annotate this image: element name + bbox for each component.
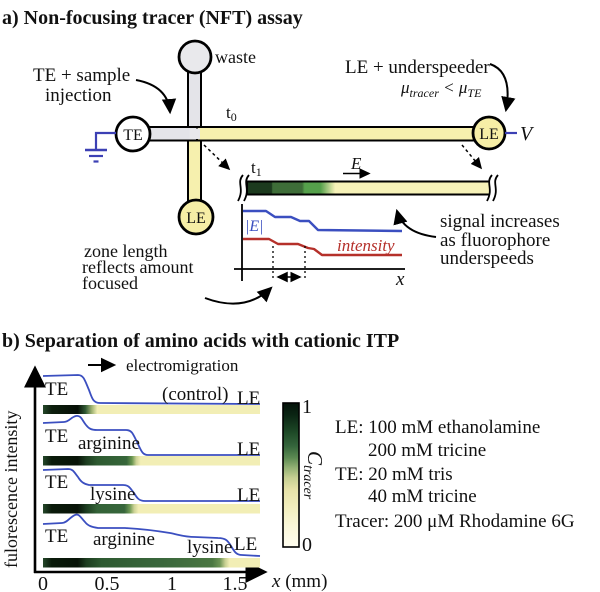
le-bottom-reservoir [177,198,215,236]
e-magnitude-label: |E| [245,218,264,235]
t1-channel-break-right [486,172,499,203]
row2-le-label: LE [237,439,260,460]
buffer-line-te: TE: 20 mM tris [335,464,453,485]
te-injection-note-line1: TE + sample [33,65,130,86]
x-tick-0: 0 [38,573,48,592]
panel-a-title: a) Non-focusing tracer (NFT) assay [2,7,303,29]
colorbar [282,402,300,548]
te-injection-note-line2: injection [45,85,112,106]
t1-label: t1 [251,158,262,179]
channel-south-yellow [187,131,202,202]
buffer-line-te2: 40 mM tricine [368,486,477,507]
buffer-line-tracer: Tracer: 200 μM Rhodamine 6G [335,511,575,532]
zone-note-arrow [204,286,273,305]
le-underspeeder-arrow [489,63,516,113]
inset-e-field-trace [243,209,403,233]
row2-analyte-label: arginine [78,433,140,454]
waste-label: waste [215,47,256,67]
x-tick-1: 1 [167,573,177,592]
te-reservoir-label: TE [123,127,143,144]
zone-note-line3: focused [82,273,138,293]
channel-junction [189,128,200,139]
zone-note-line2: reflects amount [82,257,193,277]
inset-intensity-trace [243,237,402,257]
le-underspeeder-note: LE + underspeeder [345,57,490,78]
row2-te-label: TE [45,426,68,447]
intensity-label: intensity [337,236,395,255]
voltage-label: V [520,123,535,145]
colorbar-min-label: 0 [302,534,312,556]
signal-note-line3: underspeeds [440,248,534,269]
row4-analyte2-label: lysine [187,537,232,558]
x-tick-15: 1.5 [223,573,248,592]
row4-analyte1-label: arginine [93,529,155,550]
row3-analyte-label: lysine [90,484,135,505]
signal-note-line2: as fluorophore [440,230,550,251]
t0-label: t0 [226,103,237,124]
zone-note-line1: zone length [84,241,167,261]
t1-channel-bar [246,180,493,196]
le-right-reservoir-label: LE [479,126,499,143]
dashed-arrow-right [461,144,483,170]
buffer-line-le2: 200 mM tricine [368,440,486,461]
row3-le-label: LE [237,485,260,506]
trace-control [42,374,261,405]
panel-b-title: b) Separation of amino acids with cation… [2,330,399,352]
inset-axes [234,204,405,281]
inset-x-axis-label: x [395,269,405,290]
te-injection-arrow [135,79,177,115]
waste-reservoir [177,39,213,75]
channel-north-gray [187,70,202,133]
mobility-relation: μtracer < μTE [400,78,482,100]
e-field-label: E [350,154,362,173]
zone-bar-arginine-lysine [43,558,260,568]
trace-arginine-lysine [42,513,261,557]
colorbar-max-label: 1 [302,396,312,418]
t1-channel-break-left [237,172,250,203]
trace-arginine [42,414,260,456]
electromigration-label: electromigration [126,356,239,375]
signal-note-arrow [393,208,437,238]
row3-te-label: TE [45,472,68,493]
x-tick-05: 0.5 [95,573,120,592]
dashed-arrow-left [203,144,231,171]
ground-symbol [85,131,116,163]
row1-analyte-label: (control) [162,384,228,405]
row4-te-label: TE [45,526,68,547]
signal-note-line1: signal increases [440,211,560,232]
row1-le-label: LE [237,388,260,409]
le-bottom-reservoir-label: LE [186,210,206,227]
row4-le-label: LE [234,534,257,555]
b-x-axis-label: x (mm) [271,571,327,592]
colorbar-axis-label: Ctracer [300,451,327,500]
zone-bar-control [43,405,260,414]
row1-te-label: TE [45,379,68,400]
zone-bar-lysine [43,504,260,514]
channel-east-yellow [196,126,475,142]
b-y-axis-label: fulorescence intensity [1,411,21,568]
trace-lysine [42,468,260,502]
buffer-line-le: LE: 100 mM ethanolamine [335,417,540,438]
zone-bar-arginine [43,456,260,466]
